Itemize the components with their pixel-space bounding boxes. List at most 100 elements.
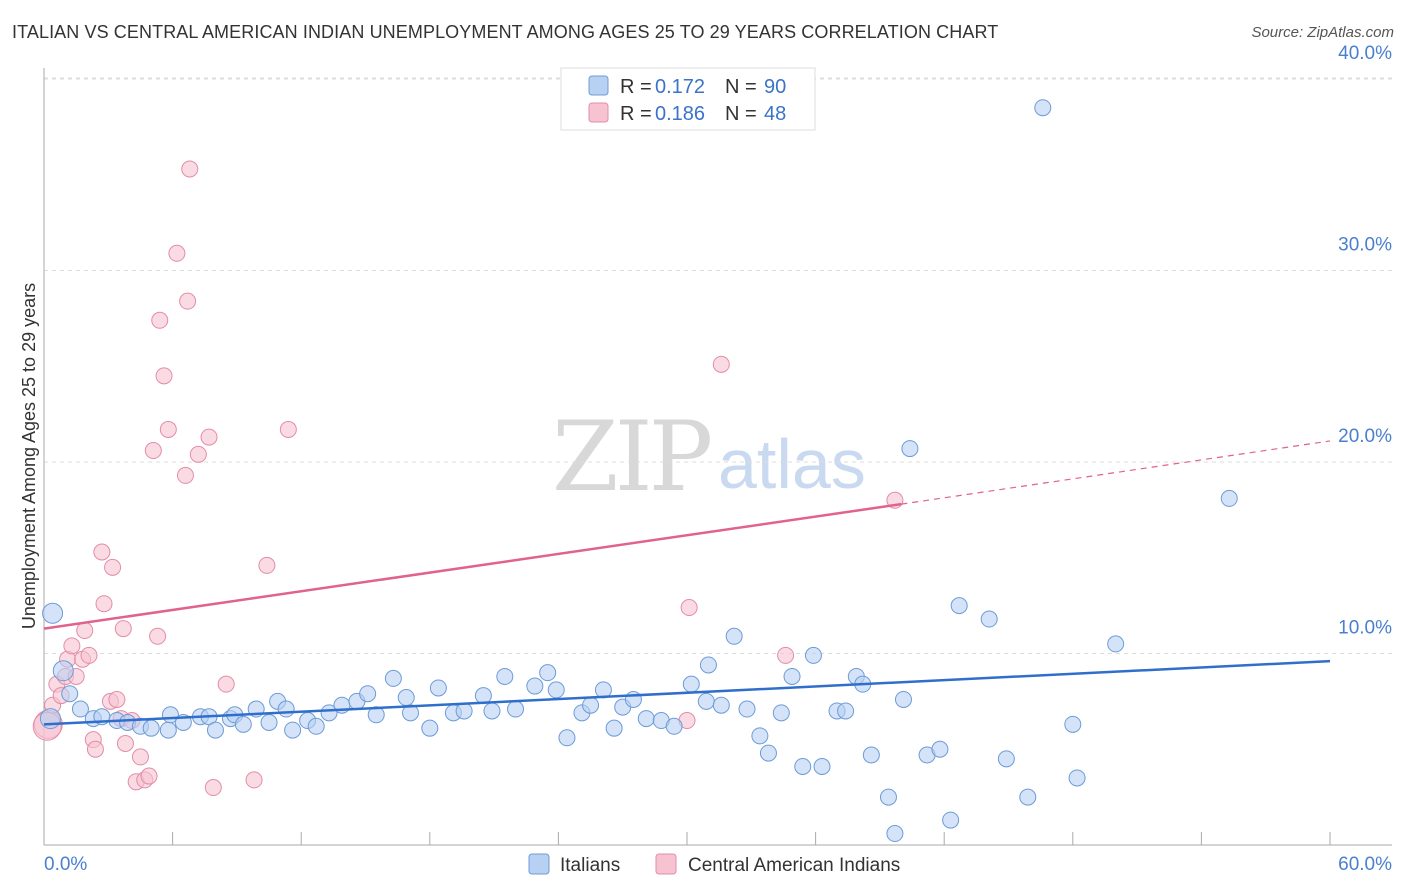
cai-point [104, 558, 122, 576]
bottom-legend-swatch-cai [655, 853, 677, 875]
italians-point [455, 702, 473, 720]
italians-point [402, 704, 420, 722]
italians-point [1220, 489, 1238, 507]
italians-point [474, 687, 492, 705]
italians-point [52, 660, 74, 682]
italians-point [879, 788, 897, 806]
y-tick-label: 30.0% [1338, 235, 1392, 256]
italians-point [142, 719, 160, 737]
italians-point [206, 721, 224, 739]
cai-point [258, 556, 276, 574]
italians-point [1107, 635, 1125, 653]
italians-point [759, 744, 777, 762]
italians-point [738, 700, 756, 718]
legend-cai-r-label: R = [620, 103, 652, 125]
italians-point [950, 597, 968, 615]
italians-point [837, 702, 855, 720]
cai-point [159, 420, 177, 438]
italians-point [894, 690, 912, 708]
italians-point [813, 757, 831, 775]
italians-point [931, 740, 949, 758]
italians-point [1019, 788, 1037, 806]
italians-point [260, 713, 278, 731]
watermark: ZIP atlas [552, 401, 866, 513]
italians-point [1034, 99, 1052, 117]
y-tick-label: 40.0% [1338, 43, 1392, 64]
cai-point [93, 543, 111, 561]
y-axis-tick-labels: 10.0% 20.0% 30.0% 40.0% [1338, 43, 1392, 639]
cai-point [131, 748, 149, 766]
cai-point [204, 779, 222, 797]
italians-point [42, 602, 64, 624]
italians-point [665, 717, 683, 735]
x-tick-label-max: 60.0% [1338, 854, 1392, 875]
italians-point [320, 704, 338, 722]
cai-point [80, 646, 98, 664]
bottom-legend-cai: Central American Indians [688, 855, 900, 876]
legend-swatch-italians [588, 75, 609, 96]
watermark-zip: ZIP [552, 401, 711, 513]
y-tick-label: 20.0% [1338, 426, 1392, 447]
italians-point [980, 610, 998, 628]
italians-point [697, 692, 715, 710]
italians-point [725, 627, 743, 645]
italians-point [605, 719, 623, 737]
cai-point [179, 292, 197, 310]
italians-point [1068, 769, 1086, 787]
italians-point [507, 700, 525, 718]
italians-point [547, 681, 565, 699]
cai-point [189, 445, 207, 463]
cai-point [108, 690, 126, 708]
cai-point [149, 627, 167, 645]
cai-point [245, 771, 263, 789]
legend-italians-r-label: R = [620, 76, 652, 98]
italians-point [359, 685, 377, 703]
italians-point [384, 669, 402, 687]
legend-italians-r-value: 0.172 [655, 76, 705, 98]
cai-point [116, 735, 134, 753]
italians-point [682, 675, 700, 693]
chart-title: ITALIAN VS CENTRAL AMERICAN INDIAN UNEMP… [12, 22, 999, 42]
bottom-legend-italians: Italians [560, 855, 620, 876]
italians-point [772, 704, 790, 722]
x-axis-ticks [172, 832, 1331, 845]
italians-point [234, 715, 252, 733]
cai-point [151, 311, 169, 329]
cai-point [176, 466, 194, 484]
bottom-legend-swatch-italians [528, 853, 550, 875]
italians-point [712, 696, 730, 714]
italians-point [751, 727, 769, 745]
y-tick-label: 10.0% [1338, 618, 1392, 639]
italians-point [421, 719, 439, 737]
cai-point [76, 622, 94, 640]
cai-point [712, 355, 730, 373]
legend-cai-n-label: N = [725, 103, 757, 125]
italians-point [582, 696, 600, 714]
legend-swatch-cai [588, 102, 609, 123]
cai-point [168, 244, 186, 262]
cai-point [144, 442, 162, 460]
italians-point [284, 721, 302, 739]
source-credit: Source: ZipAtlas.com [1251, 24, 1394, 41]
cai-point [217, 675, 235, 693]
italians-point [886, 825, 904, 843]
italians-point [307, 717, 325, 735]
watermark-atlas: atlas [718, 425, 866, 503]
legend-cai-r-value: 0.186 [655, 103, 705, 125]
italians-point [624, 690, 642, 708]
italians-point [862, 746, 880, 764]
italians-point [942, 811, 960, 829]
cai-point [140, 767, 158, 785]
italians-point [539, 664, 557, 682]
italians-point [159, 721, 177, 739]
trend-lines [43, 440, 1331, 726]
italians-point [483, 702, 501, 720]
y-axis-label: Unemployment Among Ages 25 to 29 years [19, 283, 39, 629]
cai-trend-extension [901, 440, 1331, 505]
cai-point [279, 420, 297, 438]
italians-point [429, 679, 447, 697]
italians-point [804, 646, 822, 664]
italians-point [794, 757, 812, 775]
cai-point [63, 637, 81, 655]
